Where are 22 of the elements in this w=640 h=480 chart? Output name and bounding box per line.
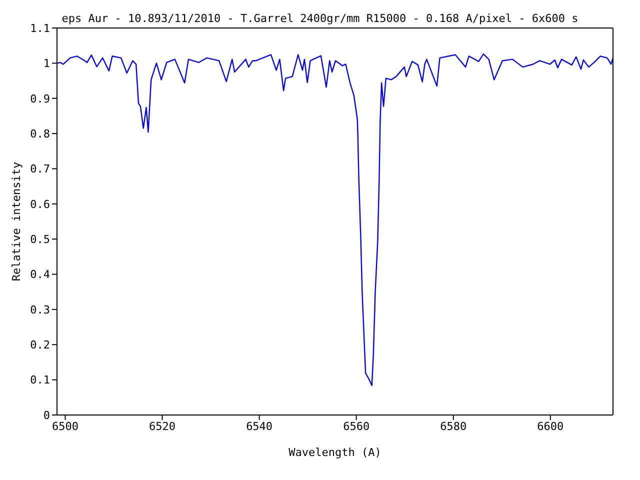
- x-tick-label: 6580: [440, 420, 467, 433]
- y-tick-label: 0.3: [30, 303, 50, 316]
- x-tick-label: 6520: [149, 420, 176, 433]
- y-tick-label: 0.4: [30, 268, 50, 282]
- y-tick-label: 0.7: [30, 162, 50, 176]
- x-tick-label: 6600: [537, 420, 564, 433]
- y-tick-label: 0: [43, 408, 50, 422]
- y-tick-label: 0.2: [30, 338, 50, 352]
- y-axis-title: Relative intensity: [10, 162, 23, 282]
- y-tick-label: 1: [43, 57, 50, 70]
- y-tick-label: 1.1: [30, 22, 50, 35]
- x-tick-label: 6560: [343, 420, 370, 433]
- x-axis-title: Wavelength (A): [288, 446, 382, 459]
- x-tick-label: 6500: [52, 420, 78, 433]
- chart-title: eps Aur - 10.893/11/2010 - T.Garrel 2400gr/mm R15000 - 0.168 A/pixel - 6x600 s: [62, 12, 578, 25]
- x-tick-label: 6540: [246, 420, 273, 433]
- line-series: [57, 53, 613, 386]
- y-tick-label: 0.1: [30, 374, 50, 387]
- y-tick-label: 0.9: [30, 92, 50, 106]
- y-tick-label: 0.5: [30, 232, 50, 246]
- y-tick-label: 0.6: [30, 198, 50, 211]
- y-tick-label: 0.8: [30, 127, 50, 140]
